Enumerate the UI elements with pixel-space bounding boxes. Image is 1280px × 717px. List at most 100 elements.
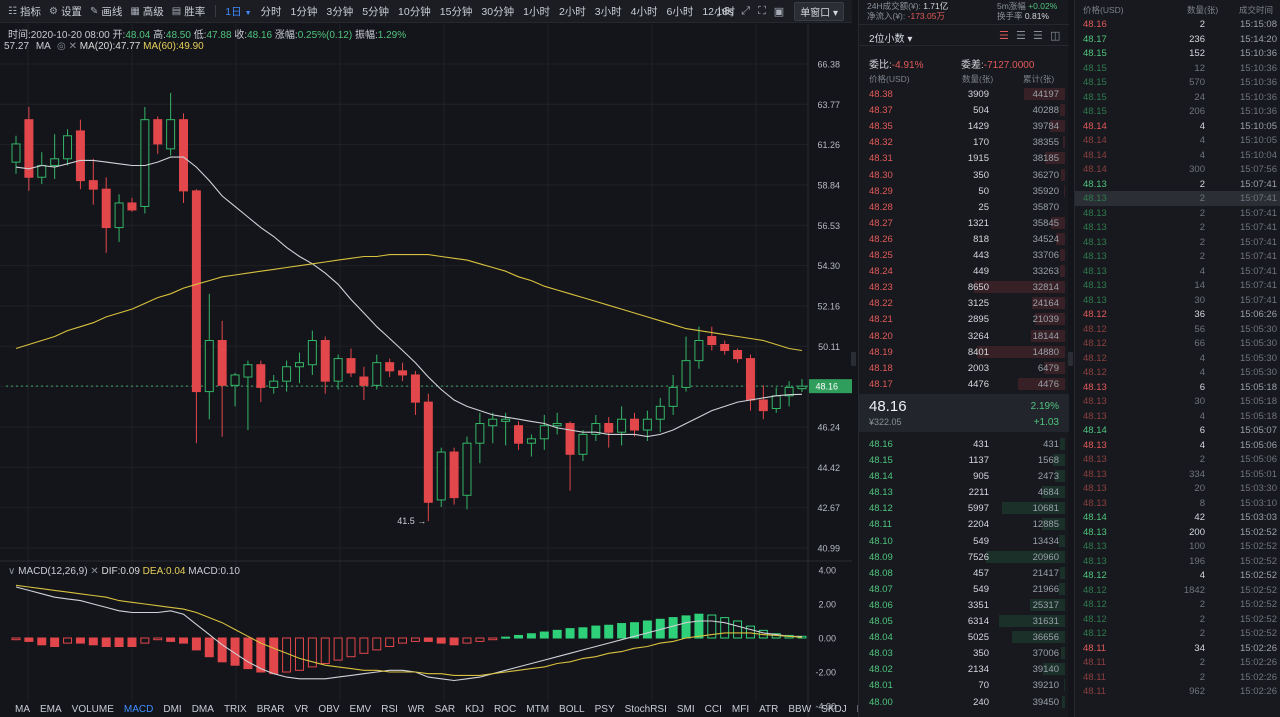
bids-view-icon[interactable]: ☰ (1033, 30, 1043, 42)
candlestick-chart[interactable]: 66.38 63.77 61.26 58.84 56.53 54.30 52.16 50.11… (0, 0, 852, 717)
tool-pencil[interactable]: ✎ 画线 (90, 4, 122, 19)
indicator-tab[interactable]: KDJ (465, 703, 485, 715)
bid-row[interactable]: 48.11 2204 12885 (859, 516, 1069, 532)
bid-row[interactable]: 48.08 457 21417 (859, 565, 1069, 581)
timeframe-option[interactable]: 4小时 (630, 5, 658, 18)
bid-row[interactable]: 48.03 350 37006 (859, 645, 1069, 661)
bid-row[interactable]: 48.12 5997 10681 (859, 500, 1069, 516)
timeframe-option[interactable]: 1分钟 (290, 5, 318, 18)
bid-row[interactable]: 48.00 240 39450 (859, 694, 1069, 710)
indicator-tab[interactable]: SAR (434, 703, 456, 715)
panel-resize-handle[interactable] (851, 352, 856, 366)
collapse-icon[interactable]: ∨ (8, 566, 16, 577)
ask-row[interactable]: 48.20 3264 18144 (859, 328, 1069, 344)
ask-row[interactable]: 48.27 1321 35845 (859, 215, 1069, 231)
timeframe-option[interactable]: 6小时 (666, 5, 694, 18)
indicator-tab[interactable]: VR (294, 703, 309, 715)
ask-row[interactable]: 48.18 2003 6479 (859, 360, 1069, 376)
ask-row[interactable]: 48.23 8650 32814 (859, 279, 1069, 295)
indicator-tab[interactable]: DMI (163, 703, 182, 715)
bid-row[interactable]: 48.10 549 13434 (859, 533, 1069, 549)
bid-row[interactable]: 48.01 70 39210 (859, 677, 1069, 693)
timeframe-option[interactable]: 分时 (260, 5, 282, 18)
timeframe-option[interactable]: 15分钟 (439, 5, 473, 18)
indicator-tab[interactable]: PSY (594, 703, 615, 715)
timeframe-option[interactable]: 5分钟 (362, 5, 390, 18)
timeframe-option[interactable]: 3分钟 (326, 5, 354, 18)
ask-row[interactable]: 48.21 2895 21039 (859, 311, 1069, 327)
chart-panel[interactable]: 66.38 63.77 61.26 58.84 56.53 54.30 52.16 50.11… (0, 0, 880, 717)
bid-row[interactable]: 48.14 905 2473 (859, 468, 1069, 484)
bid-row[interactable]: 48.05 6314 31631 (859, 613, 1069, 629)
expand-icon[interactable]: ⤢ (741, 5, 751, 17)
ask-row[interactable]: 48.26 818 34524 (859, 231, 1069, 247)
timeframe-option[interactable]: 2小时 (558, 5, 586, 18)
bid-row[interactable]: 48.09 7526 20960 (859, 549, 1069, 565)
ask-row[interactable]: 48.31 1915 38185 (859, 150, 1069, 166)
timeframe-option[interactable]: 1小时 (523, 5, 550, 18)
asks-view-icon[interactable]: ☰ (1016, 30, 1026, 42)
ask-row[interactable]: 48.29 50 35920 (859, 183, 1069, 199)
bid-row[interactable]: 48.15 1137 1568 (859, 452, 1069, 468)
ask-row[interactable]: 48.28 25 35870 (859, 199, 1069, 215)
ask-row[interactable]: 48.19 8401 14880 (859, 344, 1069, 360)
window-mode-button[interactable]: 单窗口 ▾ (794, 2, 844, 21)
indicator-tab[interactable]: MA (15, 703, 30, 715)
timeframe-option[interactable]: 10分钟 (398, 5, 431, 18)
indicator-tab[interactable]: MACD (123, 703, 154, 715)
tool-chart[interactable]: ▤ 胜率 (172, 4, 205, 19)
both-sides-view-icon[interactable]: ☰ (999, 30, 1009, 42)
indicator-tab[interactable]: StochRSI (624, 703, 667, 715)
timeframe-option[interactable]: 3小时 (594, 5, 622, 18)
tool-calendar[interactable]: ▦ 高级 (130, 4, 163, 19)
indicator-tab[interactable]: SKDJ (821, 703, 847, 715)
ask-row[interactable]: 48.24 449 33263 (859, 263, 1069, 279)
bid-row[interactable]: 48.16 431 431 (859, 436, 1069, 452)
ask-row[interactable]: 48.38 3909 44197 (859, 86, 1069, 102)
bid-row[interactable]: 48.04 5025 36656 (859, 629, 1069, 645)
ask-row[interactable]: 48.30 350 36270 (859, 167, 1069, 183)
indicator-tab[interactable]: BRAR (256, 703, 285, 715)
indicator-tab[interactable]: SMI (676, 703, 695, 715)
timeframe-option[interactable]: 12小时 (702, 5, 736, 18)
bid-row[interactable]: 48.07 549 21966 (859, 581, 1069, 597)
ask-row[interactable]: 48.37 504 40288 (859, 102, 1069, 118)
bid-row[interactable]: 48.06 3351 25317 (859, 597, 1069, 613)
ask-row[interactable]: 48.32 170 38355 (859, 134, 1069, 150)
indicator-tab[interactable]: EMA (40, 703, 62, 715)
close-icon[interactable]: ✕ (68, 41, 77, 52)
indicator-tab[interactable]: RSI (381, 703, 398, 715)
eye-icon[interactable]: ◎ (57, 41, 66, 52)
indicator-tab[interactable]: TRIX (223, 703, 247, 715)
ask-row[interactable]: 48.25 443 33706 (859, 247, 1069, 263)
ask-row[interactable]: 48.22 3125 24164 (859, 295, 1069, 311)
trade-row: 48.14 4 15:10:05 (1075, 133, 1280, 148)
ask-row[interactable]: 48.17 4476 4476 (859, 376, 1069, 392)
tool-indicator[interactable]: ☷ 指标 (8, 4, 41, 19)
bid-row[interactable]: 48.02 2134 39140 (859, 661, 1069, 677)
fullscreen-icon[interactable]: ⛶ (758, 5, 766, 17)
panel-resize-handle-2[interactable] (1068, 352, 1073, 366)
refresh-interval[interactable]: 18s (716, 5, 734, 18)
indicator-tab[interactable]: OBV (318, 703, 340, 715)
tool-gear[interactable]: ⚙ 设置 (49, 4, 82, 19)
ask-row[interactable]: 48.35 1429 39784 (859, 118, 1069, 134)
indicator-tab[interactable]: CCI (704, 703, 722, 715)
indicator-tab[interactable]: BOLL (559, 703, 585, 715)
indicator-tab[interactable]: ROC (494, 703, 517, 715)
indicator-tab[interactable]: DMA (191, 703, 214, 715)
precision-select[interactable]: 2位小数 ▾ (869, 34, 913, 45)
bid-row[interactable]: 48.13 2211 4684 (859, 484, 1069, 500)
indicator-tab[interactable]: ATR (759, 703, 779, 715)
indicator-tab[interactable]: MFI (731, 703, 750, 715)
macd-close-icon[interactable]: ✕ (90, 566, 99, 577)
timeframe-selector[interactable]: 1日 ▼ (225, 4, 251, 19)
indicator-tab[interactable]: MTM (526, 703, 550, 715)
indicator-tab[interactable]: BBW (788, 703, 812, 715)
indicator-tab[interactable]: VOLUME (71, 703, 114, 715)
settings-view-icon[interactable]: ◫ (1050, 30, 1061, 42)
indicator-tab[interactable]: WR (407, 703, 425, 715)
indicator-tab[interactable]: EMV (349, 703, 372, 715)
screenshot-icon[interactable]: ▣ (773, 6, 785, 18)
timeframe-option[interactable]: 30分钟 (481, 5, 515, 18)
